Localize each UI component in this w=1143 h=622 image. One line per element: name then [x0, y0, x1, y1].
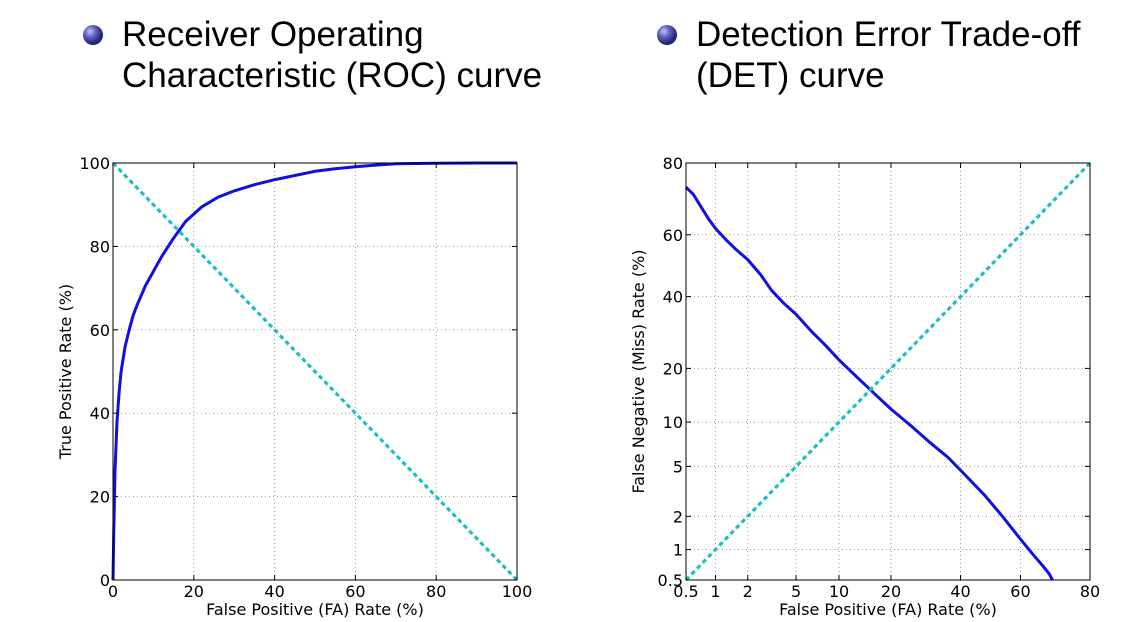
y-tick-label: 80: [663, 154, 683, 173]
y-axis-label: True Positive Rate (%): [56, 284, 75, 460]
heading-roc: Receiver Operating Characteristic (ROC) …: [83, 14, 542, 96]
x-tick-label: 40: [950, 582, 970, 601]
y-tick-label: 40: [90, 404, 110, 423]
y-tick-label: 20: [663, 359, 683, 378]
x-tick-label: 80: [426, 582, 446, 601]
y-tick-label: 60: [663, 226, 683, 245]
x-tick-label: 100: [502, 582, 533, 601]
x-tick-label: 20: [184, 582, 204, 601]
x-axis-label: False Positive (FA) Rate (%): [779, 600, 997, 619]
x-tick-label: 60: [1010, 582, 1030, 601]
x-tick-label: 5: [791, 582, 801, 601]
chart-roc: 0 20 40 60 80 100 0 20 40 60 80 100 False Positive (…: [56, 154, 532, 619]
y-tick-label: 100: [79, 154, 110, 173]
axes-frame: [685, 162, 1091, 581]
x-tick-label: 1: [710, 582, 720, 601]
y-tick-label: 2: [673, 507, 683, 526]
heading-det-line-1: Detection Error Trade-off: [696, 15, 1081, 54]
x-tick-label: 40: [264, 582, 284, 601]
y-tick-label: 0.5: [658, 571, 683, 590]
x-axis-label: False Positive (FA) Rate (%): [206, 600, 424, 619]
series-diagonal-line: [111, 161, 519, 582]
x-tick-label: 60: [345, 582, 365, 601]
bullet-icon: [83, 25, 103, 45]
y-tick-label: 1: [673, 541, 683, 560]
x-tick-label: 20: [881, 582, 901, 601]
y-tick-label: 80: [90, 237, 110, 256]
chart-det: 0.5 1 2 5 10 20 40 60 80 0.5 1 2 5 10 20 40 60 80 False Po…: [629, 154, 1100, 619]
heading-roc-line-2: Characteristic (ROC) curve: [122, 56, 543, 95]
y-tick-label: 60: [90, 321, 110, 340]
series-curve-line: [111, 161, 517, 581]
axes-frame: [112, 162, 518, 581]
x-tick-label: 0: [108, 582, 118, 601]
x-tick-label: 80: [1080, 582, 1100, 601]
heading-roc-line-1: Receiver Operating: [122, 15, 424, 54]
series-curve-line: [684, 186, 1054, 581]
y-axis-label: False Negative (Miss) Rate (%): [629, 249, 648, 493]
x-tick-label: 0.5: [673, 582, 698, 601]
heading-det: Detection Error Trade-off (DET) curve: [657, 14, 1081, 96]
y-tick-label: 0: [100, 571, 110, 590]
y-tick-label: 20: [90, 488, 110, 507]
x-tick-label: 10: [829, 582, 849, 601]
series-diagonal-line: [684, 161, 1092, 582]
bullet-icon: [657, 25, 677, 45]
y-tick-label: 10: [663, 413, 683, 432]
y-tick-label: 40: [663, 288, 683, 307]
heading-det-line-2: (DET) curve: [696, 56, 885, 95]
y-tick-label: 5: [673, 457, 683, 476]
x-tick-label: 2: [743, 582, 753, 601]
